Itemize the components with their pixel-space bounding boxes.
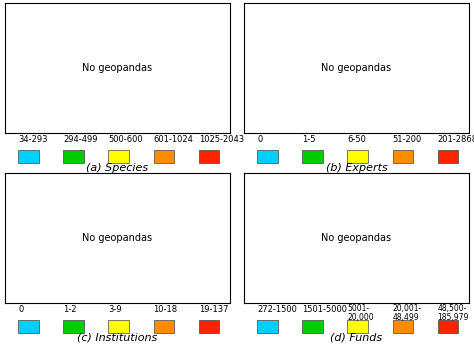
Text: 48,499: 48,499 <box>392 313 419 322</box>
Text: (b) Experts: (b) Experts <box>326 163 387 173</box>
Text: No geopandas: No geopandas <box>82 233 153 243</box>
Bar <box>438 151 458 163</box>
Text: 272-1500: 272-1500 <box>257 305 297 314</box>
Text: 601-1024: 601-1024 <box>154 135 193 144</box>
Text: 20,001-: 20,001- <box>392 304 422 313</box>
Text: No geopandas: No geopandas <box>82 63 153 73</box>
Text: 51-200: 51-200 <box>392 135 422 144</box>
Text: 294-499: 294-499 <box>64 135 98 144</box>
Bar <box>154 321 174 333</box>
Text: 3-9: 3-9 <box>109 305 122 314</box>
Text: 1-5: 1-5 <box>302 135 316 144</box>
Text: 201-2868: 201-2868 <box>438 135 474 144</box>
Text: (d) Funds: (d) Funds <box>330 333 383 343</box>
Bar <box>64 321 84 333</box>
Bar <box>18 321 38 333</box>
Bar <box>64 151 84 163</box>
Text: 0: 0 <box>18 305 24 314</box>
Text: No geopandas: No geopandas <box>321 63 392 73</box>
Bar <box>302 321 323 333</box>
Bar <box>392 151 413 163</box>
Text: 5001-: 5001- <box>347 304 370 313</box>
Bar <box>109 321 129 333</box>
Bar <box>392 321 413 333</box>
Bar <box>199 151 219 163</box>
Text: (a) Species: (a) Species <box>86 163 148 173</box>
Bar <box>18 151 38 163</box>
Text: 185,979: 185,979 <box>438 313 469 322</box>
Text: 34-293: 34-293 <box>18 135 48 144</box>
Text: No geopandas: No geopandas <box>321 233 392 243</box>
Text: 1501-5000: 1501-5000 <box>302 305 347 314</box>
Bar <box>154 151 174 163</box>
Bar <box>302 151 323 163</box>
Bar <box>109 151 129 163</box>
Text: 1025-2043: 1025-2043 <box>199 135 244 144</box>
Bar <box>257 151 278 163</box>
Bar <box>347 151 368 163</box>
Text: 0: 0 <box>257 135 263 144</box>
Text: 6-50: 6-50 <box>347 135 366 144</box>
Bar <box>199 321 219 333</box>
Bar <box>347 321 368 333</box>
Bar <box>438 321 458 333</box>
Text: 1-2: 1-2 <box>64 305 77 314</box>
Text: 500-600: 500-600 <box>109 135 143 144</box>
Text: 19-137: 19-137 <box>199 305 228 314</box>
Text: 20,000: 20,000 <box>347 313 374 322</box>
Text: (c) Institutions: (c) Institutions <box>77 333 158 343</box>
Text: 10-18: 10-18 <box>154 305 178 314</box>
Bar <box>257 321 278 333</box>
Text: 48,500-: 48,500- <box>438 304 467 313</box>
